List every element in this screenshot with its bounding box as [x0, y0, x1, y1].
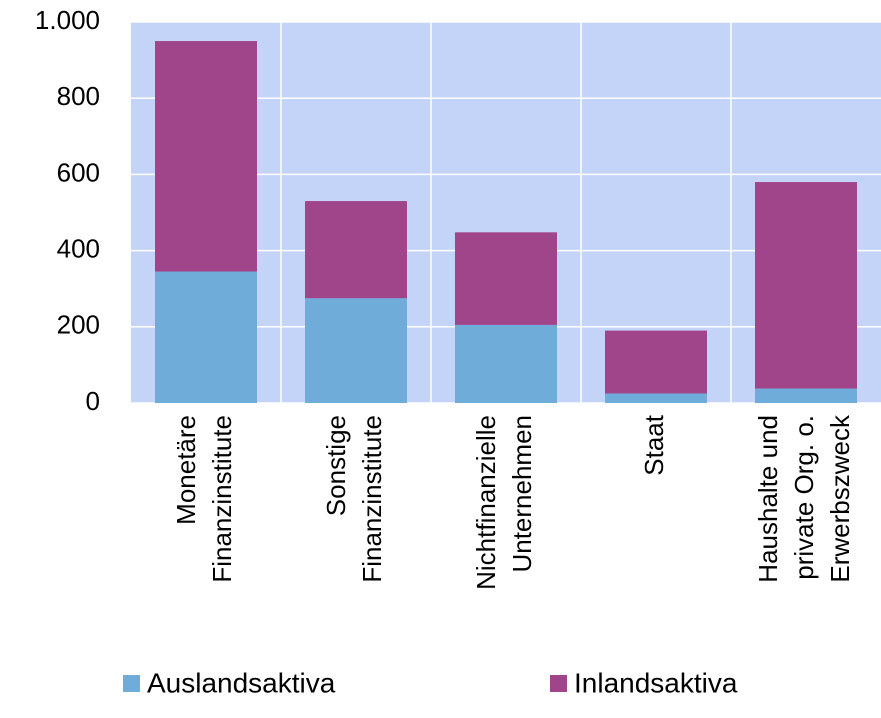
- x-tick-label: private Org. o.: [789, 415, 819, 580]
- bar-segment: [155, 271, 257, 403]
- bar-segment: [605, 330, 707, 394]
- bar-segment: [305, 298, 407, 403]
- x-tick-label: Finanzinstitute: [207, 415, 237, 583]
- y-tick-label: 800: [57, 81, 100, 111]
- x-tick-label: Sonstige: [321, 415, 351, 516]
- bar-segment: [755, 388, 857, 403]
- y-tick-label: 400: [57, 233, 100, 263]
- y-tick-label: 600: [57, 157, 100, 187]
- bar-segment: [605, 393, 707, 403]
- y-tick-label: 1.000: [35, 5, 100, 35]
- x-tick-label: Finanzinstitute: [357, 415, 387, 583]
- x-tick-label: Nichtfinanzielle: [471, 415, 501, 590]
- y-tick-label: 0: [86, 386, 100, 416]
- bar-segment: [455, 324, 557, 403]
- legend-label: Auslandsaktiva: [147, 667, 336, 698]
- legend-swatch: [123, 675, 140, 692]
- x-tick-label: Erwerbszweck: [825, 414, 855, 583]
- x-tick-label: Staat: [639, 414, 669, 475]
- y-tick-label: 200: [57, 310, 100, 340]
- x-tick-label: Haushalte und: [753, 415, 783, 583]
- bar-segment: [155, 41, 257, 272]
- x-tick-label: Unternehmen: [507, 415, 537, 573]
- legend-swatch: [550, 675, 567, 692]
- legend-label: Inlandsaktiva: [574, 667, 738, 698]
- bar-segment: [455, 232, 557, 325]
- bar-segment: [305, 201, 407, 299]
- bar-segment: [755, 182, 857, 389]
- x-tick-label: Monetäre: [171, 415, 201, 525]
